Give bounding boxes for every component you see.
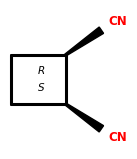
Text: R: R	[38, 66, 45, 76]
Text: CN: CN	[108, 15, 127, 28]
Text: CN: CN	[108, 131, 127, 144]
Polygon shape	[65, 103, 104, 132]
Polygon shape	[65, 27, 104, 56]
Text: S: S	[38, 83, 44, 93]
